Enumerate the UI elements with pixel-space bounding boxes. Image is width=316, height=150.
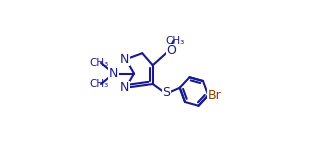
Text: Br: Br bbox=[208, 89, 222, 102]
Text: CH₃: CH₃ bbox=[90, 58, 109, 68]
Text: N: N bbox=[119, 53, 129, 66]
Text: O: O bbox=[167, 45, 176, 57]
Text: N: N bbox=[119, 81, 129, 94]
Text: CH₃: CH₃ bbox=[166, 36, 185, 45]
Text: N: N bbox=[109, 67, 118, 80]
Text: CH₃: CH₃ bbox=[90, 79, 109, 89]
Text: S: S bbox=[162, 87, 170, 99]
